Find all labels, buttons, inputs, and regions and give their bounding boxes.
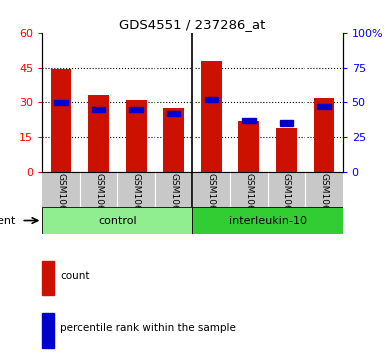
Bar	[242, 118, 256, 123]
Bar	[280, 121, 293, 126]
Text: count: count	[60, 271, 90, 281]
Bar	[51, 69, 72, 172]
Text: GSM1068615: GSM1068615	[94, 173, 103, 234]
Bar	[317, 104, 331, 109]
Bar	[238, 121, 259, 172]
Text: interleukin-10: interleukin-10	[229, 216, 306, 225]
Bar	[42, 261, 54, 295]
Bar	[167, 111, 181, 116]
Bar	[204, 97, 218, 102]
Text: GSM1068613: GSM1068613	[57, 173, 65, 234]
Bar	[201, 61, 222, 172]
Bar	[276, 128, 297, 172]
Text: percentile rank within the sample: percentile rank within the sample	[60, 323, 236, 333]
Text: GSM1068618: GSM1068618	[282, 173, 291, 234]
Text: GSM1068614: GSM1068614	[207, 173, 216, 234]
Text: GSM1068620: GSM1068620	[320, 173, 328, 234]
Bar	[54, 99, 68, 105]
Text: GSM1068616: GSM1068616	[244, 173, 253, 234]
Bar	[88, 95, 109, 172]
Bar	[42, 313, 54, 348]
Bar	[126, 100, 147, 172]
Text: control: control	[98, 216, 137, 225]
Text: agent: agent	[0, 216, 15, 225]
Bar	[313, 98, 334, 172]
Bar	[163, 108, 184, 172]
FancyBboxPatch shape	[42, 207, 192, 234]
Bar	[129, 107, 143, 112]
Bar	[92, 107, 105, 112]
Text: GSM1068617: GSM1068617	[132, 173, 141, 234]
Title: GDS4551 / 237286_at: GDS4551 / 237286_at	[119, 19, 266, 32]
Text: GSM1068619: GSM1068619	[169, 173, 178, 234]
FancyBboxPatch shape	[192, 207, 343, 234]
